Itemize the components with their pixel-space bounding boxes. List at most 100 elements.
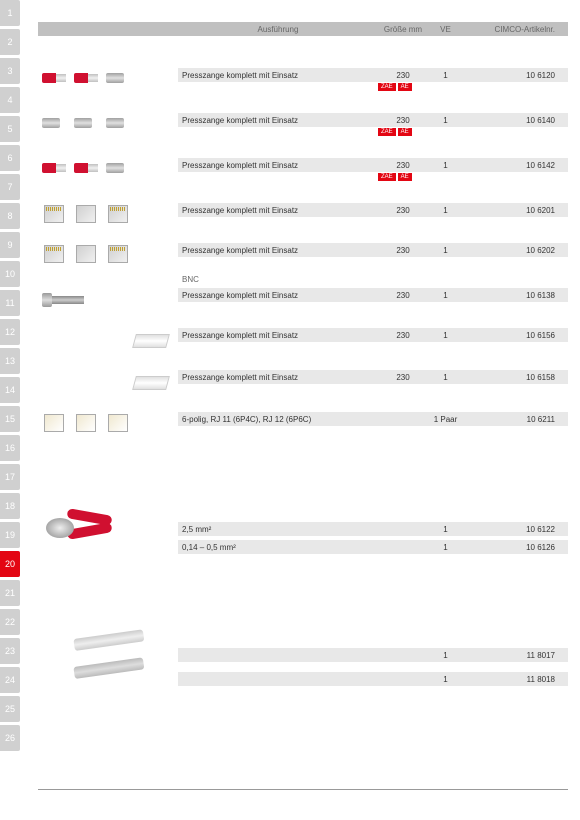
section-label-bnc: BNC — [38, 275, 568, 284]
row-article: 10 6138 — [463, 291, 563, 300]
row-description: Presszange komplett mit Einsatz — [178, 71, 378, 80]
sidebar-tab-18[interactable]: 18 — [0, 493, 20, 519]
sidebar-tab-2[interactable]: 2 — [0, 29, 20, 55]
ferrule-metal-icon — [106, 113, 134, 133]
header-ve: VE — [428, 25, 463, 34]
row-ve: 1 — [428, 291, 463, 300]
row-article: 10 6156 — [463, 331, 563, 340]
row-ve: 1 — [428, 651, 463, 660]
row-article: 10 6142 — [463, 161, 563, 170]
bnc-connector-icon — [42, 288, 92, 312]
row-description: 2,5 mm² — [178, 525, 378, 534]
row-ve: 1 — [428, 373, 463, 382]
ferrule-red-icon — [42, 68, 70, 88]
row-size: 230 — [378, 291, 428, 300]
ferrule-metal-icon — [106, 158, 134, 178]
sidebar-tab-23[interactable]: 23 — [0, 638, 20, 664]
sidebar-tab-10[interactable]: 10 — [0, 261, 20, 287]
sidebar-tab-3[interactable]: 3 — [0, 58, 20, 84]
table-row: Presszange komplett mit Einsatz 230 1 10… — [38, 243, 568, 267]
sidebar-tab-8[interactable]: 8 — [0, 203, 20, 229]
sidebar-tab-22[interactable]: 22 — [0, 609, 20, 635]
row-ve: 1 — [428, 543, 463, 552]
rj-connector-icon — [74, 203, 102, 227]
sidebar: 1 2 3 4 5 6 7 8 9 10 11 12 13 14 15 16 1… — [0, 0, 22, 780]
sidebar-tab-17[interactable]: 17 — [0, 464, 20, 490]
table-row: 6-polig, RJ 11 (6P4C), RJ 12 (6P6C) 1 Pa… — [38, 412, 568, 436]
footer-divider — [38, 789, 568, 790]
sidebar-tab-4[interactable]: 4 — [0, 87, 20, 113]
row-size: 230 — [378, 246, 428, 255]
rj-connector-icon — [42, 203, 70, 227]
row-description: Presszange komplett mit Einsatz — [178, 116, 378, 125]
fiber-connector-icon — [130, 370, 170, 394]
table-row: Presszange komplett mit Einsatz 230 1 10… — [38, 158, 568, 181]
content-area: Ausführung Größe mm VE CIMCO-Artikelnr. … — [38, 22, 568, 686]
rj-connector-icon — [106, 203, 134, 227]
row-size: 230 — [378, 71, 428, 80]
row-description: Presszange komplett mit Einsatz — [178, 373, 378, 382]
row-description: 6-polig, RJ 11 (6P4C), RJ 12 (6P6C) — [178, 415, 378, 424]
badge-ae: AE — [398, 173, 412, 181]
row-article: 10 6211 — [463, 415, 563, 424]
row-size: 230 — [378, 373, 428, 382]
row-ve: 1 — [428, 116, 463, 125]
ferrule-metal-icon — [42, 113, 70, 133]
row-article: 10 6201 — [463, 206, 563, 215]
row-article: 11 8017 — [463, 651, 563, 660]
sidebar-tab-24[interactable]: 24 — [0, 667, 20, 693]
table-row: 1 11 8017 1 11 8018 — [38, 630, 568, 686]
sidebar-tab-15[interactable]: 15 — [0, 406, 20, 432]
row-article: 10 6126 — [463, 543, 563, 552]
row-ve: 1 — [428, 246, 463, 255]
row-description: Presszange komplett mit Einsatz — [178, 331, 378, 340]
sidebar-tab-5[interactable]: 5 — [0, 116, 20, 142]
sidebar-tab-6[interactable]: 6 — [0, 145, 20, 171]
row-article: 10 6158 — [463, 373, 563, 382]
row-article: 11 8018 — [463, 675, 563, 684]
row-description: 0,14 – 0,5 mm² — [178, 543, 378, 552]
sidebar-tab-20[interactable]: 20 — [0, 551, 20, 577]
row-ve: 1 — [428, 161, 463, 170]
sidebar-tab-7[interactable]: 7 — [0, 174, 20, 200]
rj-plug-icon — [106, 412, 134, 436]
row-size: 230 — [378, 331, 428, 340]
badge-zae: ZAE — [378, 83, 396, 91]
rj-connector-icon — [74, 243, 102, 267]
row-size: 230 — [378, 206, 428, 215]
row-ve: 1 — [428, 331, 463, 340]
sidebar-tab-11[interactable]: 11 — [0, 290, 20, 316]
sidebar-tab-16[interactable]: 16 — [0, 435, 20, 461]
row-size: 230 — [378, 161, 428, 170]
sidebar-tab-25[interactable]: 25 — [0, 696, 20, 722]
badge-ae: AE — [398, 128, 412, 136]
table-row: 2,5 mm² 1 10 6122 0,14 – 0,5 mm² 1 10 61… — [38, 508, 568, 558]
row-description: Presszange komplett mit Einsatz — [178, 291, 378, 300]
rj-connector-icon — [42, 243, 70, 267]
row-size: 230 — [378, 116, 428, 125]
row-description: Presszange komplett mit Einsatz — [178, 246, 378, 255]
rj-connector-icon — [106, 243, 134, 267]
sidebar-tab-9[interactable]: 9 — [0, 232, 20, 258]
header-artikelnr: CIMCO-Artikelnr. — [463, 25, 563, 34]
ferrule-red-icon — [42, 158, 70, 178]
sidebar-tab-1[interactable]: 1 — [0, 0, 20, 26]
row-article: 10 6122 — [463, 525, 563, 534]
sidebar-tab-26[interactable]: 26 — [0, 725, 20, 751]
badge-ae: AE — [398, 83, 412, 91]
sidebar-tab-13[interactable]: 13 — [0, 348, 20, 374]
badge-zae: ZAE — [378, 128, 396, 136]
row-ve: 1 — [428, 206, 463, 215]
fiber-connector-icon — [130, 328, 170, 352]
badge-zae: ZAE — [378, 173, 396, 181]
ferrule-metal-icon — [106, 68, 134, 88]
sidebar-tab-14[interactable]: 14 — [0, 377, 20, 403]
rj-plug-icon — [74, 412, 102, 436]
sidebar-tab-21[interactable]: 21 — [0, 580, 20, 606]
sidebar-tab-19[interactable]: 19 — [0, 522, 20, 548]
header-ausfuehrung: Ausführung — [178, 25, 378, 34]
row-ve: 1 — [428, 71, 463, 80]
sidebar-tab-12[interactable]: 12 — [0, 319, 20, 345]
pliers-icon — [42, 508, 112, 558]
table-row: Presszange komplett mit Einsatz 230 1 10… — [38, 328, 568, 352]
